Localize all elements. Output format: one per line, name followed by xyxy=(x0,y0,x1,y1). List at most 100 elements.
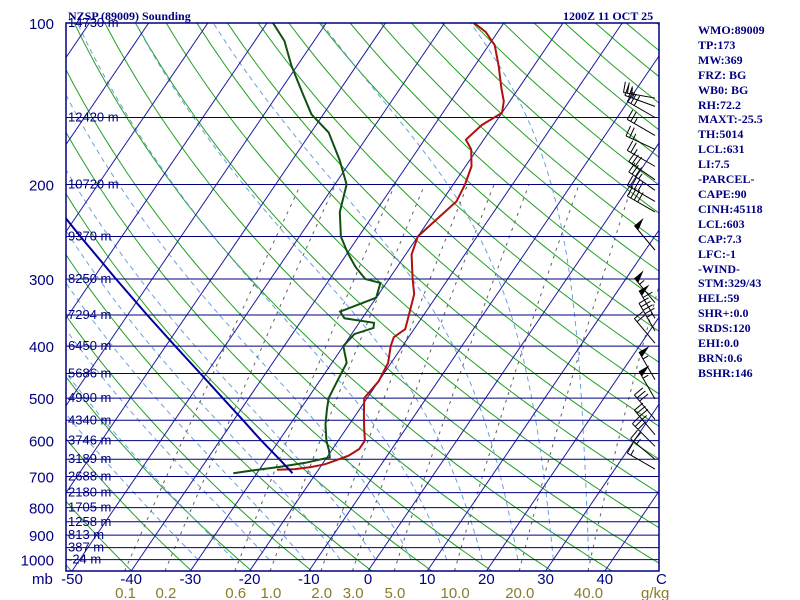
sounding-index-item: BSHR:146 xyxy=(698,365,753,380)
mixing-ratio-label: 2.0 xyxy=(311,585,332,600)
mixing-ratio-line xyxy=(518,184,633,571)
wind-barb-half-flag xyxy=(638,173,643,180)
wind-barb-half-flag xyxy=(639,280,645,285)
wind-barb-flag xyxy=(639,408,649,417)
wind-barb-half-flag xyxy=(642,374,649,379)
wind-barb-flag xyxy=(644,307,655,315)
wind-barb-flag xyxy=(626,82,630,94)
wind-barb-flag xyxy=(629,127,635,138)
pressure-tick-label: 900 xyxy=(29,528,54,545)
wind-barb-flag xyxy=(637,421,647,430)
wind-barb xyxy=(625,125,656,150)
isobar-lines xyxy=(66,22,659,561)
height-label: 2180 m xyxy=(68,485,111,500)
sounding-index-item: EHI:0.0 xyxy=(698,336,740,351)
mixing-ratio-line xyxy=(320,184,469,571)
wind-barb-flag xyxy=(630,188,637,199)
sounding-index-item: CINH:45118 xyxy=(698,201,763,216)
temperature-tick-label: -10 xyxy=(298,571,320,588)
mixing-ratio-label: 0.2 xyxy=(155,585,176,600)
temperature-tick-labels: -50 -40 -30 -20 -10 0 10 20 30 40 xyxy=(61,571,613,588)
height-label: 1258 m xyxy=(68,514,111,529)
wind-barb-flag xyxy=(634,402,644,411)
dewpoint-profile-line xyxy=(233,23,382,475)
mixing-ratio-label: 40.0 xyxy=(574,585,603,600)
mixing-ratio-label: 10.0 xyxy=(440,585,469,600)
height-label: 813 m xyxy=(68,527,104,542)
wind-barb xyxy=(634,217,656,251)
mixing-ratio-label: 0.1 xyxy=(115,585,136,600)
wind-barb xyxy=(630,429,656,460)
wind-barb-flag xyxy=(628,152,636,162)
wind-barb-staff xyxy=(634,318,656,344)
temperature-tick-label: 30 xyxy=(537,571,554,588)
sounding-index-item: STM:329/43 xyxy=(698,276,762,291)
wind-barb-flag xyxy=(626,140,634,151)
height-label: 4990 m xyxy=(68,390,111,405)
isotherm-line xyxy=(66,23,209,233)
mixing-ratio-line xyxy=(351,184,495,571)
chart-title: NZSP (89009) Sounding xyxy=(68,9,191,23)
dry-adiabat-line xyxy=(380,23,659,272)
sounding-index-item: -WIND- xyxy=(698,261,740,276)
sounding-index-item: SRDS:120 xyxy=(698,321,751,336)
mixing-ratio-line xyxy=(587,284,659,571)
wind-barb-flag xyxy=(637,192,644,203)
mixing-ratio-label: 20.0 xyxy=(505,585,534,600)
temp-unit-label: C xyxy=(656,571,667,588)
isotherm-line xyxy=(66,23,150,146)
pressure-tick-label: 1000 xyxy=(21,553,54,570)
pressure-tick-label: 100 xyxy=(29,16,54,33)
dry-adiabat-line xyxy=(66,376,253,571)
wind-barb xyxy=(628,152,656,181)
wind-barb-flag xyxy=(640,300,651,308)
temperature-tick-label: 10 xyxy=(419,571,436,588)
wind-barb-pennant xyxy=(639,284,650,296)
height-label: 387 m xyxy=(68,540,104,555)
isotherm-line xyxy=(426,229,659,571)
wind-barb xyxy=(626,186,656,213)
sounding-index-item: WB0: BG xyxy=(698,82,749,97)
wind-barb-staff xyxy=(630,438,656,460)
pressure-tick-label: 300 xyxy=(29,272,54,289)
temperature-tick-label: -50 xyxy=(61,571,83,588)
mixing-ratio-labels: 0.1 0.2 0.6 1.0 2.0 3.0 5.0 10.0 20.0 40.0 xyxy=(115,585,603,600)
isotherm-line xyxy=(485,316,659,571)
sounding-index-item: FRZ: BG xyxy=(698,67,747,82)
sounding-series xyxy=(66,23,505,475)
height-label: 10720 m xyxy=(68,177,119,192)
dry-adiabat-line xyxy=(349,23,659,302)
height-label: 3746 m xyxy=(68,433,111,448)
wind-barb-pennant xyxy=(639,365,650,377)
wind-barb-flag xyxy=(636,314,646,323)
wind-barb-flag xyxy=(632,415,641,425)
wind-barb-flag xyxy=(637,181,644,192)
mixing-ratio-label: 3.0 xyxy=(343,585,364,600)
isotherm-line xyxy=(545,403,659,571)
wind-barb xyxy=(623,81,656,99)
height-label: 14730 m xyxy=(68,15,119,30)
wind-barb-flag xyxy=(634,418,644,427)
wind-barb-flag xyxy=(634,167,643,177)
wind-barb xyxy=(638,284,656,319)
wind-barb xyxy=(628,162,656,191)
wind-barb-staff xyxy=(627,195,656,213)
sounding-index-item: CAP:7.3 xyxy=(698,231,742,246)
wind-barb-half-flag xyxy=(646,313,653,318)
isotherm-line xyxy=(367,142,659,571)
sounding-index-item: -PARCEL- xyxy=(698,172,755,187)
sounding-index-item: BRN:0.6 xyxy=(698,350,743,365)
wind-barb xyxy=(638,297,656,332)
wind-barb-flag xyxy=(626,186,634,197)
wind-barb-half-flag xyxy=(642,355,649,360)
isotherm-line xyxy=(130,23,505,571)
wind-barb-flag xyxy=(626,175,634,186)
sounding-index-item: LCL:603 xyxy=(698,216,745,231)
wind-barb-flag xyxy=(626,91,634,102)
wind-barb-flag xyxy=(633,95,641,106)
wind-barb-flag xyxy=(634,156,643,167)
dry-adiabat-line xyxy=(165,23,659,494)
sounding-index-item: LCL:631 xyxy=(698,142,745,157)
wind-barb-flag xyxy=(633,432,641,442)
pressure-tick-label: 400 xyxy=(29,339,54,356)
